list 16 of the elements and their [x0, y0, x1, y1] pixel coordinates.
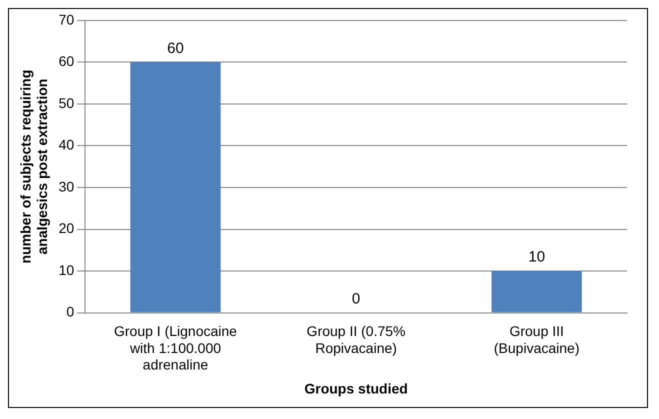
y-tick-label: 10: [58, 262, 74, 278]
data-label: 0: [352, 290, 360, 308]
y-axis-title: number of subjects requiring analgesics post extraction: [17, 70, 50, 264]
x-tick-label: Group I (Lignocaine with 1:100.000 adrenaline: [114, 323, 238, 373]
x-axis-title: Groups studied: [304, 380, 408, 396]
y-tick-label: 0: [66, 304, 74, 320]
y-tick-label: 70: [58, 11, 74, 28]
data-label: 60: [167, 40, 184, 57]
data-label: 10: [528, 248, 546, 266]
y-tick-label: 40: [58, 136, 74, 153]
y-tick-label: 60: [58, 53, 74, 70]
x-tick-label: Group III (Bupivacaine): [494, 323, 580, 356]
y-tick-label: 30: [58, 178, 74, 194]
y-tick-label: 20: [58, 220, 74, 236]
y-tick-label: 50: [58, 94, 74, 111]
x-tick-label: Group II (0.75% Ropivacaine): [306, 323, 406, 356]
